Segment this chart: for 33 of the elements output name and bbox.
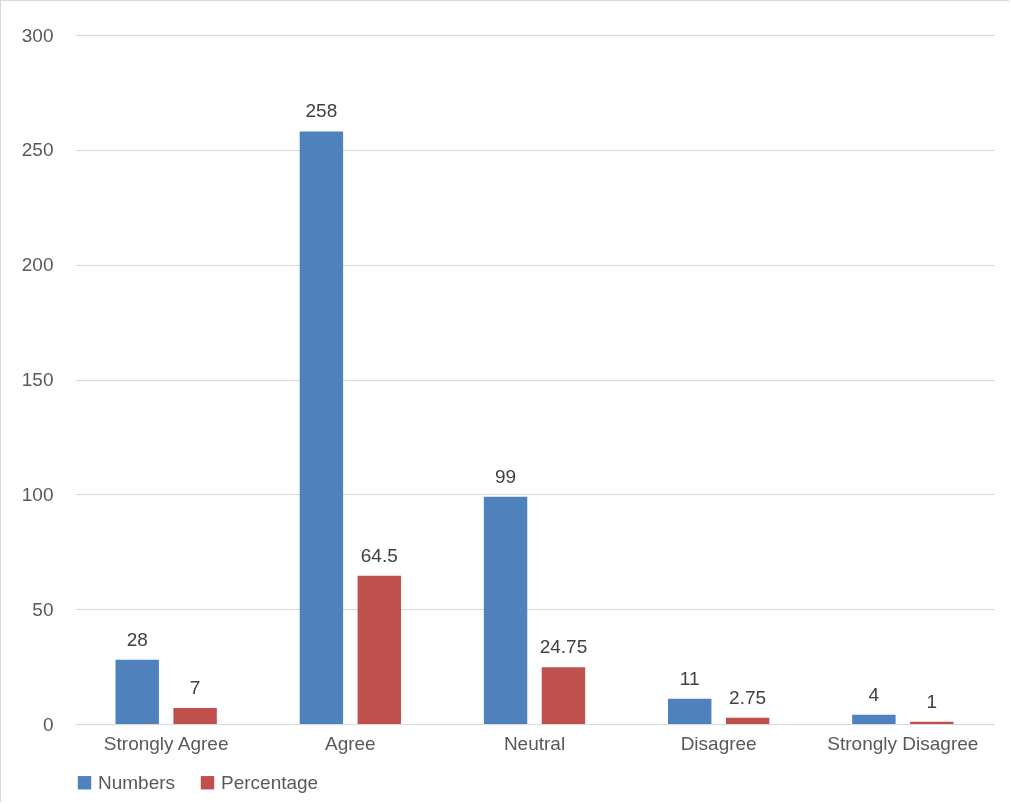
y-tick-label: 200 — [21, 254, 54, 276]
bar — [115, 659, 159, 724]
x-tick-label: Neutral — [503, 732, 566, 754]
y-tick-label: 250 — [21, 139, 54, 161]
bar — [725, 717, 770, 724]
legend-label: Percentage — [221, 771, 319, 793]
bar — [299, 131, 344, 724]
x-tick-label: Disagree — [680, 732, 757, 754]
bar — [483, 496, 528, 724]
bar — [173, 707, 217, 724]
bar — [852, 714, 896, 724]
data-label: 28 — [126, 628, 148, 650]
data-label: 99 — [494, 465, 517, 487]
data-label: 258 — [305, 100, 338, 122]
bar — [541, 667, 586, 724]
data-label: 2.75 — [729, 686, 767, 708]
y-tick-label: 100 — [21, 483, 54, 505]
x-tick-label: Strongly Disagree — [827, 732, 979, 754]
data-label: 4 — [868, 683, 880, 705]
x-tick-label: Agree — [324, 732, 376, 754]
data-label: 64.5 — [360, 544, 398, 566]
bar — [357, 575, 401, 724]
y-tick-label: 150 — [21, 369, 54, 390]
data-label: 24.75 — [539, 636, 588, 658]
y-tick-label: 50 — [32, 598, 54, 620]
data-label: 7 — [189, 676, 201, 698]
data-label: 1 — [926, 690, 938, 712]
data-label: 11 — [679, 667, 700, 689]
bar — [668, 698, 712, 724]
x-tick-label: Strongly Agree — [103, 732, 229, 754]
legend-label: Numbers — [98, 771, 176, 793]
y-tick-label: 0 — [42, 713, 54, 735]
y-tick-label: 300 — [21, 24, 54, 46]
